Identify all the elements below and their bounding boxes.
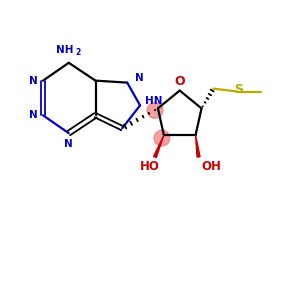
Circle shape <box>154 130 170 146</box>
Circle shape <box>147 102 163 118</box>
Text: OH: OH <box>202 160 221 173</box>
Text: O: O <box>174 75 185 88</box>
Text: HN: HN <box>145 97 163 106</box>
Polygon shape <box>196 135 200 157</box>
Text: N: N <box>29 110 38 120</box>
Text: NH: NH <box>56 45 74 55</box>
Text: S: S <box>234 83 243 96</box>
Text: 2: 2 <box>75 48 80 57</box>
Text: HO: HO <box>140 160 160 173</box>
Text: N: N <box>64 139 73 149</box>
Text: N: N <box>135 73 143 83</box>
Text: N: N <box>29 76 38 85</box>
Polygon shape <box>154 135 164 158</box>
